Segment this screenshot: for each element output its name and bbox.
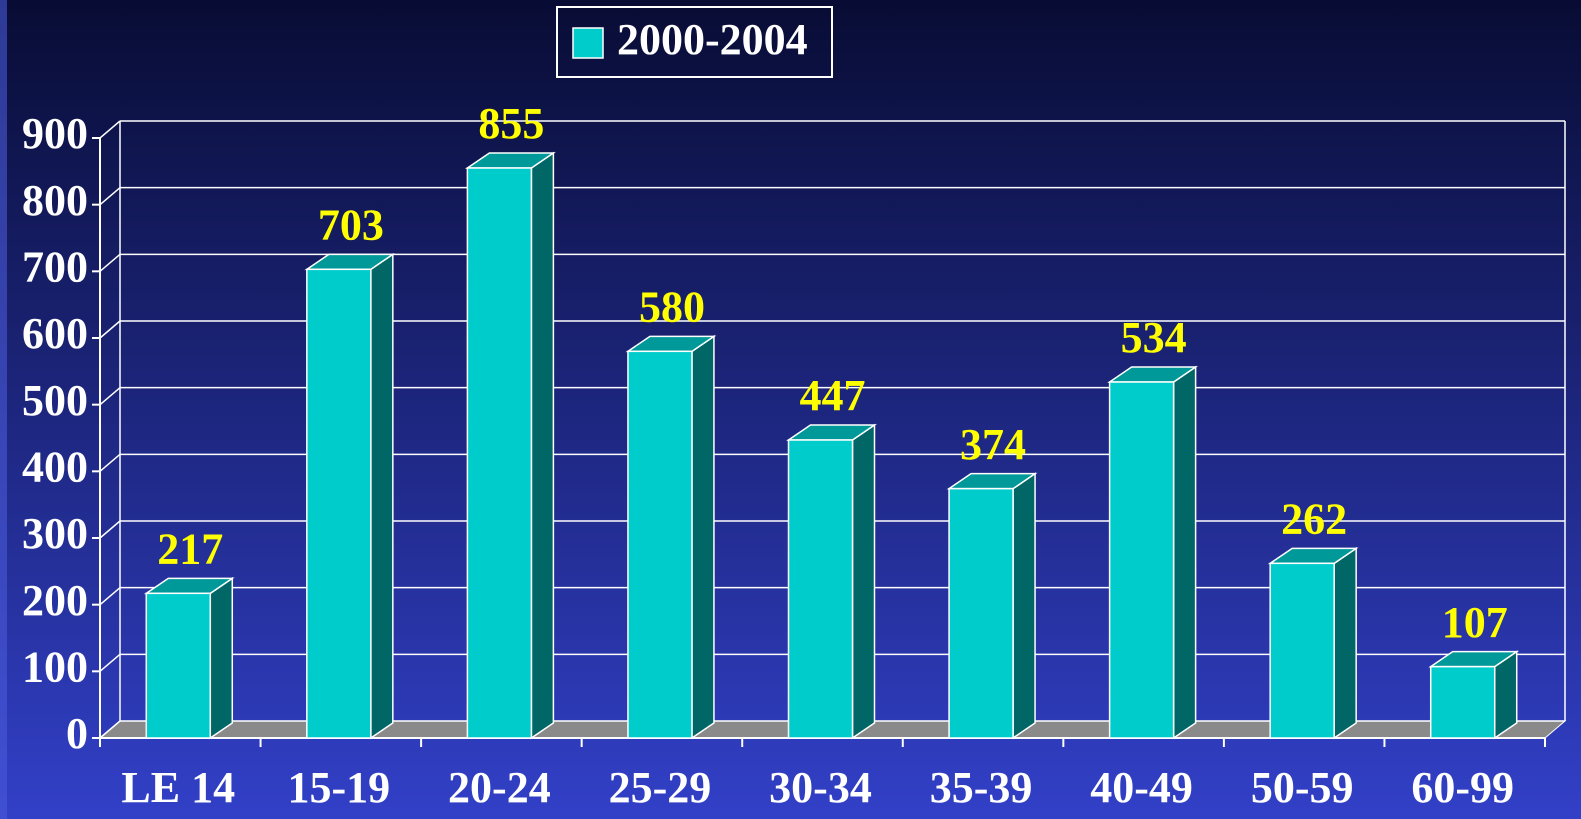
x-tick-label: 40-49 xyxy=(1090,763,1193,812)
bar xyxy=(145,592,212,739)
y-tick-label: 600 xyxy=(22,309,88,358)
bar-side xyxy=(370,252,394,740)
bar xyxy=(627,350,693,739)
bar xyxy=(948,487,1014,739)
data-label: 217 xyxy=(157,524,223,573)
data-label: 262 xyxy=(1281,494,1347,543)
data-label: 447 xyxy=(800,371,866,420)
data-label: 374 xyxy=(960,420,1026,469)
x-tick-label: 60-99 xyxy=(1411,763,1514,812)
data-label: 580 xyxy=(639,282,705,331)
data-label: 855 xyxy=(478,99,544,148)
y-tick-label: 700 xyxy=(22,242,88,291)
grid-diagonal xyxy=(99,387,121,406)
y-tick-label: 0 xyxy=(66,709,88,758)
y-tick-label: 400 xyxy=(22,442,88,491)
grid-diagonal xyxy=(99,520,121,539)
bar xyxy=(1429,665,1496,739)
data-label: 107 xyxy=(1442,598,1508,647)
x-tick-label: 50-59 xyxy=(1251,763,1354,812)
y-tick-label: 200 xyxy=(22,576,88,625)
grid-diagonal xyxy=(99,653,121,672)
legend-label: 2000-2004 xyxy=(617,15,808,64)
y-tick-label: 900 xyxy=(22,109,88,158)
bar-side xyxy=(851,423,876,740)
grid-diagonal xyxy=(99,587,121,606)
grid-diagonal xyxy=(99,720,121,739)
x-tick-label: 25-29 xyxy=(609,763,712,812)
grid-diagonal xyxy=(99,453,121,472)
y-tick-label: 500 xyxy=(22,376,88,425)
legend-frame xyxy=(556,6,833,78)
legend-swatch xyxy=(572,27,604,59)
bar xyxy=(1269,562,1335,739)
bar xyxy=(466,167,533,739)
x-tick-label: 30-34 xyxy=(769,763,872,812)
y-tick-label: 300 xyxy=(22,509,88,558)
data-label: 703 xyxy=(318,200,384,249)
bar-side xyxy=(1012,472,1036,740)
data-label: 534 xyxy=(1121,313,1187,362)
y-tick-label: 800 xyxy=(22,176,88,225)
bar-side xyxy=(1333,546,1357,740)
bar xyxy=(306,268,372,739)
bar xyxy=(787,439,854,739)
x-tick-label: 35-39 xyxy=(930,763,1033,812)
bar-side xyxy=(530,151,555,740)
grid-diagonal xyxy=(99,253,121,272)
bar-side xyxy=(209,576,234,740)
legend: 2000-2004 xyxy=(556,6,833,78)
bar xyxy=(1108,381,1175,739)
y-tick-label: 100 xyxy=(22,642,88,691)
x-tick-label: LE 14 xyxy=(121,763,235,812)
left-strip xyxy=(0,0,7,819)
bar-side xyxy=(1172,365,1197,740)
bar-side xyxy=(691,334,715,740)
x-tick-label: 20-24 xyxy=(448,763,551,812)
grid-diagonal xyxy=(99,120,121,139)
grid-diagonal xyxy=(99,187,121,206)
grid-diagonal xyxy=(99,320,121,339)
x-tick-label: 15-19 xyxy=(288,763,391,812)
